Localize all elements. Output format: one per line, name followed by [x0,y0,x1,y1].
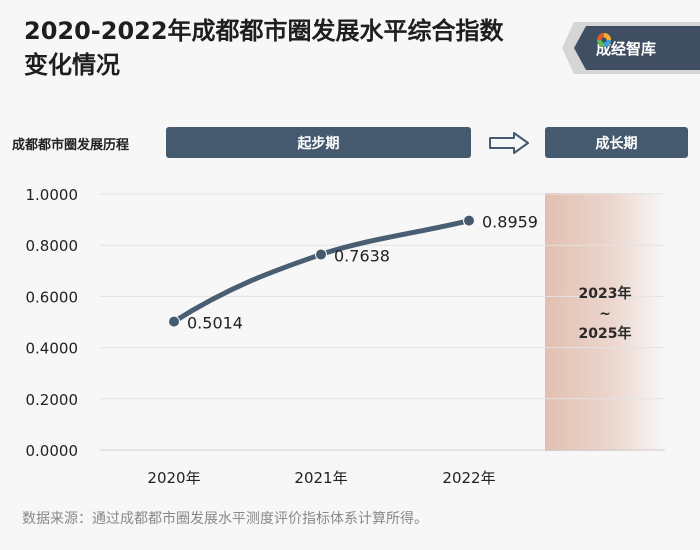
future-period-label: 2023年 ~ 2025年 [545,284,665,344]
future-period-start: 2023年 [578,286,632,302]
data-label: 0.7638 [334,246,390,265]
brand-badge: 成经智库 [560,20,700,76]
grid-lines [100,193,665,451]
stage-startup-bar: 起步期 [166,127,471,158]
y-axis-ticks: 0.0000 0.2000 0.4000 0.6000 0.8000 1.0000 [26,186,79,460]
chart-title-line1: 2020-2022年成都都市圈发展水平综合指数 [24,17,504,45]
data-point [463,214,475,227]
chart-title: 2020-2022年成都都市圈发展水平综合指数 变化情况 [24,14,504,82]
y-tick-label: 0.8000 [26,237,79,255]
data-labels: 0.5014 0.7638 0.8959 [187,213,538,333]
swirl-logo-icon [597,33,611,47]
y-tick-label: 1.0000 [26,186,79,204]
future-period-band [545,193,665,451]
data-points [168,214,475,328]
x-axis-ticks: 2020年 2021年 2022年 [147,469,495,487]
data-point [315,248,327,261]
stage-row-label: 成都都市圈发展历程 [12,138,130,153]
data-label: 0.8959 [482,213,538,232]
future-period-end: 2025年 [578,326,632,342]
y-tick-label: 0.4000 [26,340,79,358]
x-tick-label: 2021年 [294,469,347,487]
chart-title-line2: 变化情况 [24,51,120,79]
data-label: 0.5014 [187,314,243,333]
y-tick-label: 0.6000 [26,288,79,306]
data-point [168,315,180,328]
source-note: 数据来源：通过成都都市圈发展水平测度评价指标体系计算所得。 [22,511,428,527]
series-line [171,218,472,325]
x-tick-label: 2020年 [147,469,200,487]
brand-name: 成经智库 [596,39,657,58]
y-tick-label: 0.2000 [26,391,79,409]
future-period-tilde: ~ [599,306,611,322]
y-tick-label: 0.0000 [26,442,79,460]
stage-growth-bar: 成长期 [545,127,688,158]
x-tick-label: 2022年 [442,469,495,487]
right-arrow-icon [489,132,529,154]
